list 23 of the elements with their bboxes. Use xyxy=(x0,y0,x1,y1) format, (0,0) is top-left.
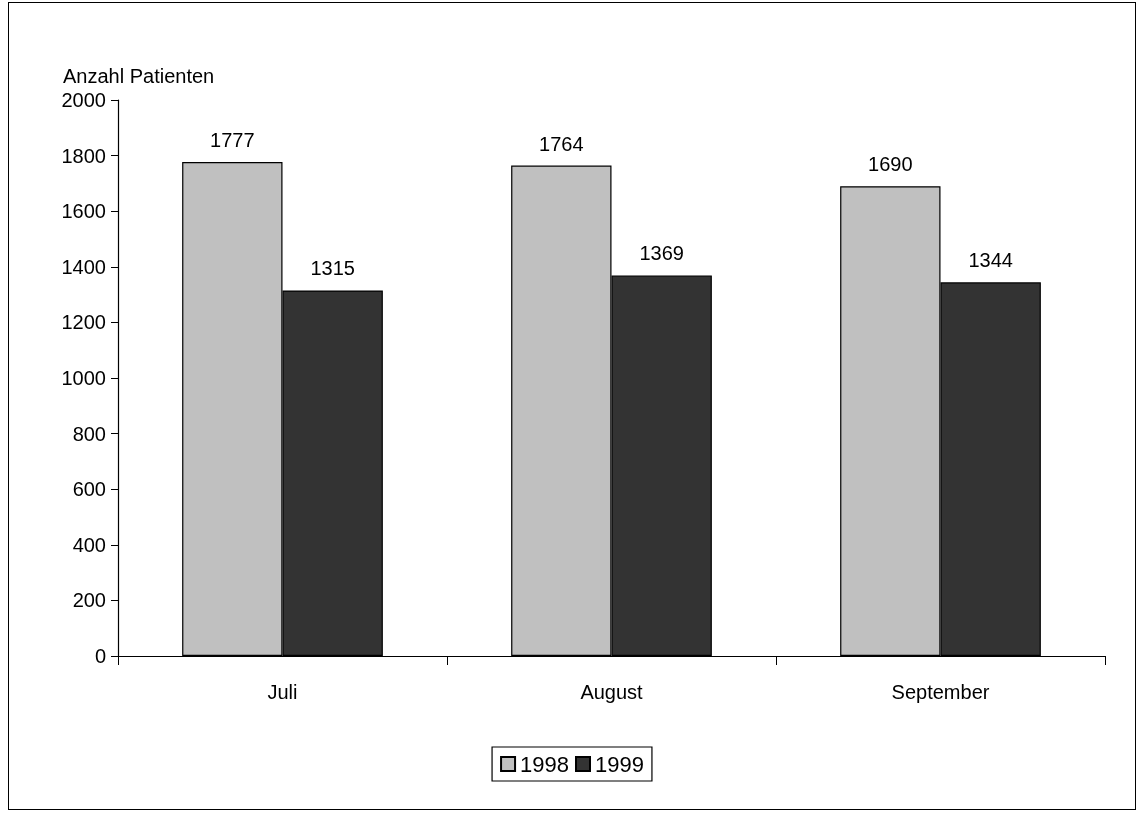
data-label: 1369 xyxy=(639,242,684,265)
data-label: 1315 xyxy=(310,257,355,280)
y-axis-title: Anzahl Patienten xyxy=(63,65,215,87)
y-tick-label: 800 xyxy=(72,422,106,445)
x-tick-label: September xyxy=(891,681,990,703)
y-tick-label: 0 xyxy=(94,645,106,667)
y-tick-label: 1200 xyxy=(61,311,106,334)
y-tick-label: 400 xyxy=(72,533,106,556)
y-tick-label: 600 xyxy=(72,478,106,501)
legend-label: 1998 xyxy=(520,751,570,777)
data-label: 1777 xyxy=(210,128,255,151)
data-label: 1764 xyxy=(539,132,584,155)
y-tick-label: 1800 xyxy=(61,144,106,167)
y-tick-label: 2000 xyxy=(61,89,106,111)
y-tick-label: 1600 xyxy=(61,200,106,223)
x-tick-label: Juli xyxy=(267,681,298,703)
data-label: 1690 xyxy=(868,153,913,176)
y-tick-label: 1400 xyxy=(61,255,106,278)
legend-label: 1999 xyxy=(595,751,644,777)
y-tick-label: 200 xyxy=(72,589,106,612)
x-tick-label: August xyxy=(580,681,644,703)
y-tick-label: 1000 xyxy=(61,367,106,389)
data-label: 1344 xyxy=(968,249,1013,272)
